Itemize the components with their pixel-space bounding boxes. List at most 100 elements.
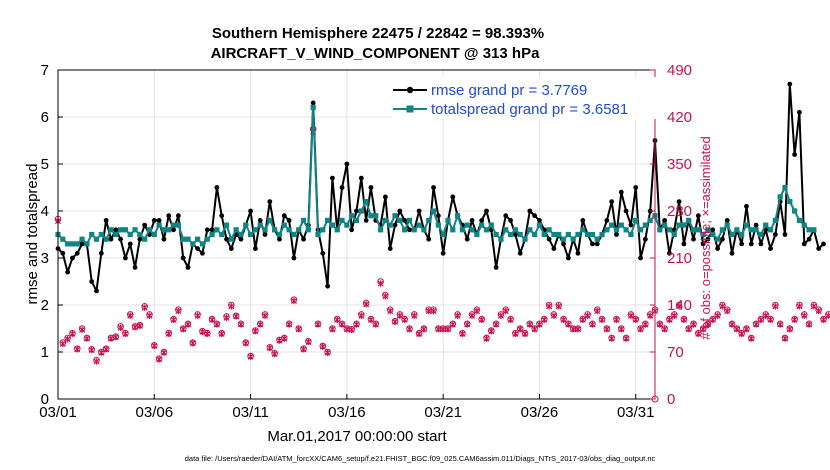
data-point-totalspread [233, 227, 239, 233]
obs-assimilated-point [199, 328, 206, 336]
data-point-totalspread [609, 222, 615, 228]
data-point-totalspread [527, 227, 533, 233]
obs-assimilated-point [59, 340, 66, 348]
data-point-rmse [676, 199, 682, 205]
data-point-rmse [512, 232, 518, 237]
obs-assimilated-point [820, 316, 827, 323]
obs-assimilated-point [103, 346, 110, 353]
data-point-totalspread [536, 222, 543, 228]
data-point-totalspread [305, 227, 311, 233]
data-point-totalspread [796, 217, 803, 223]
data-point-totalspread [262, 227, 268, 233]
obs-assimilated-point [257, 321, 264, 328]
data-point-totalspread [363, 199, 369, 205]
obs-assimilated-point [815, 307, 822, 315]
data-point-rmse [325, 283, 331, 289]
obs-assimilated-point [79, 326, 86, 334]
obs-assimilated-point [74, 346, 81, 353]
data-point-rmse [715, 246, 720, 252]
obs-assimilated-point [218, 330, 225, 338]
data-point-totalspread [60, 236, 66, 242]
data-point-rmse [503, 213, 509, 219]
data-point-totalspread [132, 227, 138, 233]
data-point-totalspread [65, 241, 71, 247]
x-tick-label: 03/11 [232, 404, 268, 421]
data-point-totalspread [541, 231, 547, 238]
data-point-rmse [700, 241, 706, 247]
data-point-totalspread [353, 217, 360, 223]
data-point-totalspread [469, 227, 475, 233]
data-point-rmse [301, 236, 306, 242]
obs-assimilated-point [637, 325, 644, 333]
obs-assimilated-point [329, 325, 336, 333]
obs-assimilated-point [690, 321, 697, 328]
data-point-rmse [330, 175, 335, 181]
data-point-rmse [166, 213, 172, 219]
obs-assimilated-point [146, 312, 153, 319]
data-point-totalspread [705, 227, 711, 233]
data-point-rmse [575, 250, 581, 256]
data-point-rmse [484, 208, 489, 214]
obs-assimilated-point [695, 330, 702, 338]
obs-assimilated-point [420, 325, 427, 333]
data-point-rmse [60, 250, 66, 256]
obs-assimilated-point [594, 307, 601, 315]
obs-assimilated-point [416, 330, 423, 338]
data-point-totalspread [267, 217, 273, 223]
data-point-totalspread [777, 194, 783, 200]
data-point-totalspread [719, 227, 726, 233]
obs-assimilated-point [700, 325, 707, 333]
obs-assimilated-point [242, 340, 249, 347]
data-point-totalspread [637, 227, 644, 233]
data-point-totalspread [435, 222, 441, 228]
obs-assimilated-point [406, 325, 413, 333]
data-point-totalspread [575, 231, 581, 238]
obs-assimilated-point [709, 316, 716, 323]
data-point-totalspread [512, 227, 518, 233]
data-point-totalspread [483, 227, 490, 233]
data-point-rmse [118, 236, 123, 242]
obs-assimilated-point [704, 321, 711, 328]
data-point-totalspread [748, 227, 754, 233]
data-point-rmse [281, 213, 287, 219]
legend-label-totalspread: totalspread grand pr = 3.6581 [431, 101, 628, 118]
data-point-totalspread [397, 217, 403, 223]
data-point-totalspread [623, 227, 629, 233]
data-point-rmse [787, 81, 793, 87]
data-point-totalspread [69, 241, 76, 247]
data-point-rmse [667, 250, 672, 256]
data-point-rmse [382, 194, 388, 200]
data-point-totalspread [546, 227, 552, 233]
obs-assimilated-point [603, 325, 610, 333]
x-tick-label: 03/01 [39, 404, 77, 421]
data-point-rmse [724, 218, 730, 223]
obs-assimilated-point [507, 316, 514, 323]
data-point-rmse [681, 241, 687, 247]
data-point-rmse [695, 213, 701, 219]
data-point-rmse [479, 218, 485, 223]
obs-assimilated-point [825, 312, 830, 319]
obs-assimilated-point [584, 312, 591, 319]
obs-assimilated-point [623, 335, 630, 342]
data-point-rmse [113, 227, 119, 233]
obs-assimilated-point [661, 325, 668, 333]
data-point-rmse [277, 236, 282, 242]
data-point-totalspread [170, 222, 177, 228]
obs-assimilated-point [810, 303, 817, 310]
y-tick-label: 3 [41, 250, 49, 267]
obs-assimilated-point [223, 314, 230, 321]
data-point-rmse [440, 250, 446, 256]
obs-assimilated-point [233, 313, 240, 320]
obs-assimilated-point [358, 312, 365, 319]
data-point-totalspread [801, 222, 807, 228]
axis-ticks: 03/01 03/06 03/11 03/16 03/21 03/26 03/31 0 1 2 3 4… [39, 62, 692, 421]
data-point-totalspread [560, 236, 567, 242]
data-point-rmse [171, 227, 176, 233]
obs-assimilated-point [464, 321, 471, 328]
obs-assimilated-point [314, 321, 322, 328]
obs-assimilated-point [570, 325, 577, 333]
data-point-totalspread [599, 231, 605, 238]
data-point-totalspread [792, 208, 798, 214]
obs-assimilated-point [719, 303, 726, 310]
obs-assimilated-point [565, 321, 572, 328]
